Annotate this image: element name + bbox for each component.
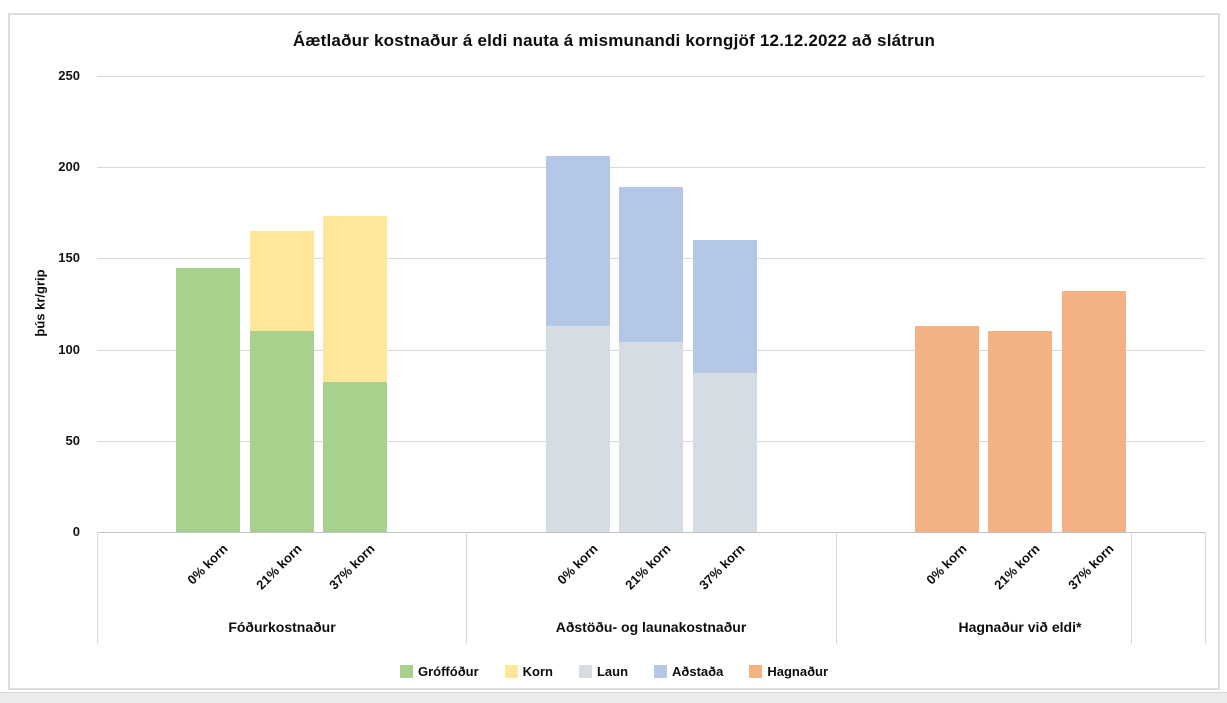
legend-label: Laun <box>596 664 629 679</box>
legend-swatch-icon <box>578 665 592 678</box>
bar-segment-hagnaður <box>915 326 979 532</box>
bar-segment-laun <box>619 342 683 532</box>
chart-container: Áætlaður kostnaður á eldi nauta á mismun… <box>8 13 1220 690</box>
legend-label: Gróffóður <box>417 664 479 679</box>
bar-segment-gróffóður <box>250 331 314 532</box>
gridline <box>97 76 1205 77</box>
category-label: 37% korn <box>1065 541 1117 593</box>
x-axis-line <box>97 532 1205 533</box>
y-tick-label: 200 <box>58 159 80 174</box>
gridline <box>97 167 1205 168</box>
legend-swatch-icon <box>749 665 763 678</box>
legend-label: Aðstaða <box>672 664 724 679</box>
legend: Gróffóður Korn Laun Aðstaða Hagnaður <box>10 664 1218 679</box>
group-label: Aðstöðu- og launakostnaður <box>555 619 747 635</box>
plot-area: 0 50 100 150 200 250 0% korn 21% korn 37% korn Fó… <box>10 15 1218 688</box>
y-tick-label: 50 <box>65 433 80 448</box>
legend-item: Laun <box>578 664 629 679</box>
legend-item: Aðstaða <box>654 664 723 679</box>
bar-segment-aðstaða <box>693 240 757 373</box>
legend-item: Korn <box>504 664 553 679</box>
category-label: 37% korn <box>326 541 378 593</box>
group-separator <box>466 532 467 644</box>
bar-segment-hagnaður <box>988 331 1052 532</box>
group-separator <box>1205 532 1206 644</box>
group-separator <box>97 532 98 644</box>
legend-label: Hagnaður <box>767 664 829 679</box>
bar-segment-aðstaða <box>546 156 610 326</box>
y-tick-label: 100 <box>58 342 80 357</box>
category-label: 37% korn <box>696 541 748 593</box>
group-separator <box>1131 532 1132 644</box>
legend-item: Hagnaður <box>749 664 828 679</box>
bar-segment-laun <box>546 326 610 532</box>
bar-segment-gróffóður <box>176 268 240 532</box>
legend-swatch-icon <box>399 665 413 678</box>
bar-segment-aðstaða <box>619 187 683 342</box>
group-label: Hagnaður við eldi* <box>958 619 1082 635</box>
legend-swatch-icon <box>504 665 518 678</box>
y-tick-label: 0 <box>72 524 80 539</box>
y-tick-label: 150 <box>58 250 80 265</box>
chart-title: Áætlaður kostnaður á eldi nauta á mismun… <box>292 31 936 50</box>
group-separator <box>836 532 837 644</box>
bar-segment-laun <box>693 373 757 532</box>
legend-label: Korn <box>522 664 553 679</box>
legend-swatch-icon <box>654 665 668 678</box>
y-tick-label: 250 <box>58 68 80 83</box>
bar-segment-korn <box>323 216 387 382</box>
group-label: Fóðurkostnaður <box>228 619 336 635</box>
bar-segment-gróffóður <box>323 382 387 532</box>
bar-segment-hagnaður <box>1062 291 1126 532</box>
page-bottom-strip <box>0 692 1227 703</box>
legend-item: Gróffóður <box>399 664 479 679</box>
bar-segment-korn <box>250 231 314 331</box>
